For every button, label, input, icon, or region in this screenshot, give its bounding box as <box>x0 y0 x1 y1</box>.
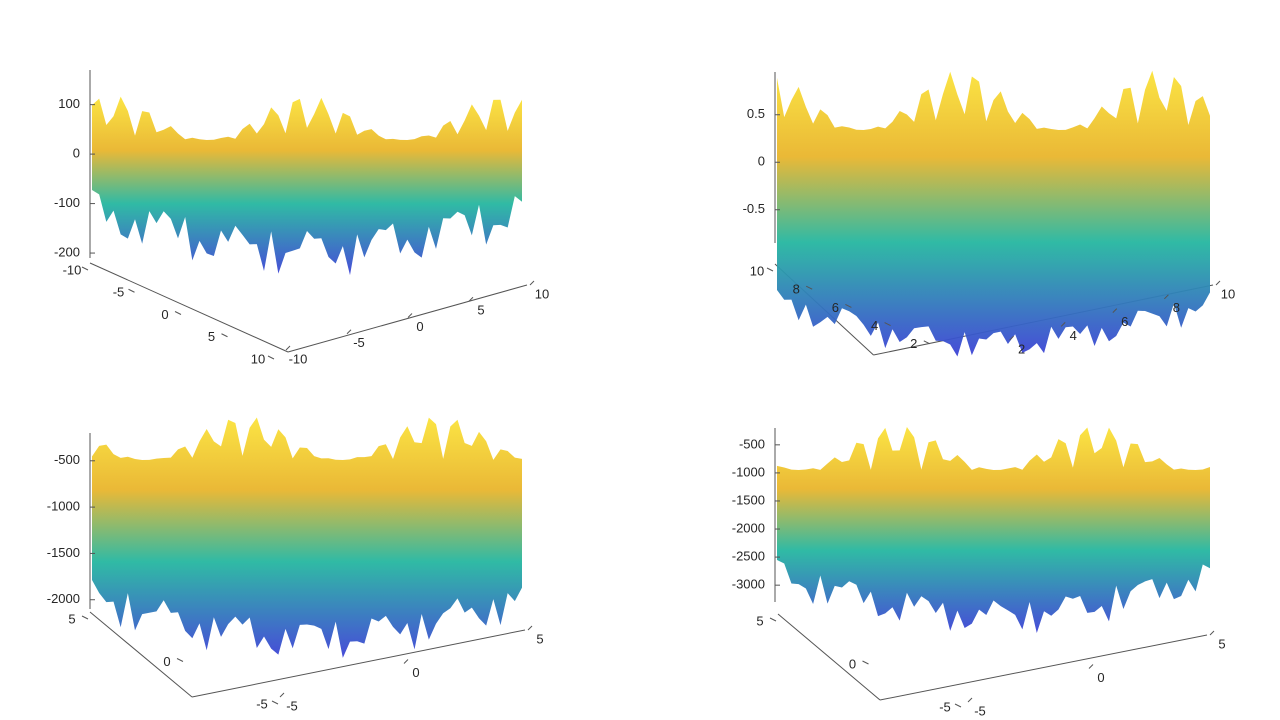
surface <box>777 70 1210 357</box>
x-tick-label: -10 <box>289 351 308 366</box>
y-tick-label: 10 <box>251 351 265 366</box>
x-tick <box>285 345 291 351</box>
y-axis <box>777 613 881 701</box>
x-tick <box>1215 280 1221 286</box>
y-tick-label: -5 <box>256 696 268 711</box>
x-axis <box>879 634 1208 701</box>
x-tick <box>527 625 533 631</box>
y-tick <box>174 311 182 315</box>
x-tick-label: -5 <box>353 335 365 350</box>
x-tick <box>967 697 973 703</box>
x-tick-label: 5 <box>536 631 543 646</box>
z-tick-label: -0.5 <box>743 201 765 216</box>
x-tick <box>407 313 413 318</box>
surface <box>777 426 1210 633</box>
z-tick-label: -2000 <box>732 520 765 535</box>
y-tick <box>766 267 774 272</box>
z-tick-label: 0 <box>73 146 80 161</box>
y-axis <box>89 611 193 698</box>
y-tick-label: -5 <box>113 285 125 300</box>
x-tick <box>1112 308 1118 313</box>
y-tick-label: 5 <box>208 329 215 344</box>
x-tick-label: 5 <box>1218 636 1225 651</box>
y-tick-label: 4 <box>871 318 878 333</box>
y-tick-label: 0 <box>161 307 168 322</box>
x-tick-label: 10 <box>1221 286 1235 301</box>
y-tick <box>221 333 228 338</box>
z-tick-label: -1000 <box>732 464 765 479</box>
z-tick-label: 100 <box>58 96 80 111</box>
y-tick <box>805 285 813 290</box>
z-tick-label: -200 <box>54 244 80 259</box>
x-tick <box>279 692 285 698</box>
y-tick-label: 5 <box>756 613 763 628</box>
z-tick-label: -2000 <box>47 591 80 606</box>
y-tick <box>176 658 184 662</box>
x-tick-label: 6 <box>1121 314 1128 329</box>
x-tick-label: 0 <box>416 319 423 334</box>
y-tick <box>845 303 852 308</box>
x-tick-label: 4 <box>1070 328 1077 343</box>
z-tick-label: -1500 <box>47 545 80 560</box>
x-tick-label: 5 <box>477 303 484 318</box>
x-tick-label: 0 <box>1097 670 1104 685</box>
z-tick-label: -3000 <box>732 577 765 592</box>
surface <box>92 417 522 658</box>
x-tick-label: 2 <box>1018 342 1025 357</box>
x-tick <box>346 329 352 335</box>
y-tick <box>267 355 275 360</box>
y-tick <box>81 615 89 620</box>
y-tick-label: 5 <box>68 611 75 626</box>
y-tick <box>954 703 962 708</box>
y-tick <box>81 266 89 271</box>
y-tick-label: 0 <box>849 656 856 671</box>
x-tick-label: 10 <box>535 286 549 301</box>
x-tick-label: 0 <box>412 665 419 680</box>
x-tick-label: -5 <box>974 703 986 718</box>
surface <box>92 96 522 276</box>
y-tick <box>884 322 891 327</box>
x-tick <box>403 659 409 664</box>
y-tick <box>271 700 279 705</box>
y-tick-label: 2 <box>910 336 917 351</box>
z-tick-label: -1500 <box>732 492 765 507</box>
z-tick-label: -1000 <box>47 499 80 514</box>
x-tick <box>468 296 474 302</box>
y-tick-label: 10 <box>750 263 764 278</box>
x-axis <box>191 629 526 698</box>
x-axis <box>287 284 528 353</box>
y-tick-label: 6 <box>832 300 839 315</box>
z-tick-label: -100 <box>54 195 80 210</box>
y-tick <box>862 660 869 665</box>
x-tick <box>1209 630 1215 636</box>
z-tick-label: -500 <box>739 436 765 451</box>
x-tick <box>1164 294 1169 300</box>
y-tick <box>923 340 931 345</box>
y-tick-label: -10 <box>63 262 82 277</box>
z-tick-label: -2500 <box>732 549 765 564</box>
x-tick <box>1088 664 1094 669</box>
z-tick-label: 0 <box>758 154 765 169</box>
y-tick-label: -5 <box>939 699 951 714</box>
x-tick <box>1009 335 1014 341</box>
y-tick-label: 0 <box>163 654 170 669</box>
x-tick-label: -5 <box>286 698 298 713</box>
x-tick-label: 8 <box>1173 300 1180 315</box>
y-tick-label: 8 <box>793 282 800 297</box>
y-tick <box>769 617 777 622</box>
y-tick <box>128 288 135 293</box>
x-tick <box>1060 322 1066 327</box>
x-tick <box>529 280 535 286</box>
y-axis <box>89 262 289 353</box>
z-tick-label: 0.5 <box>747 106 765 121</box>
z-tick-label: -500 <box>54 452 80 467</box>
